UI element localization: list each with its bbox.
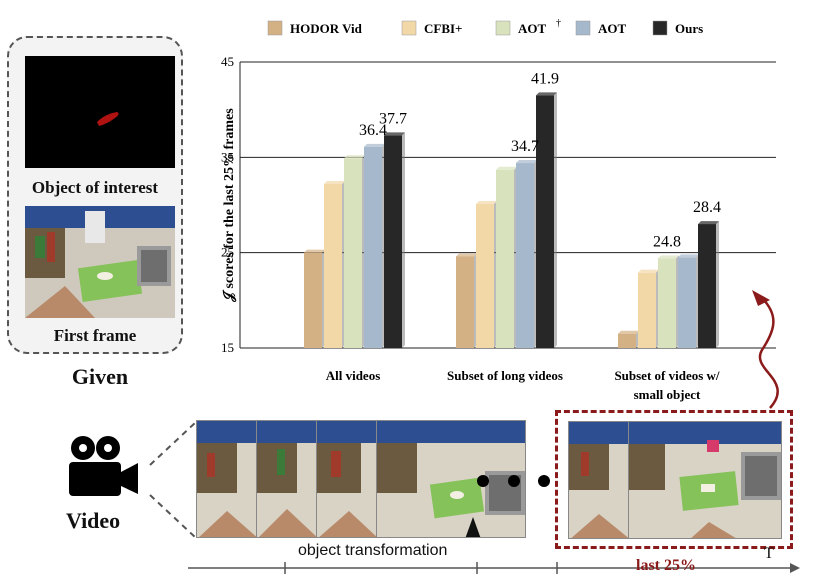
legend-swatch <box>652 20 668 36</box>
category-label: Subset of long videos <box>447 368 563 383</box>
last-frame-2 <box>628 421 782 539</box>
bar-top <box>516 160 537 164</box>
video-frame-2 <box>256 420 318 538</box>
transformation-label: object transformation <box>298 542 448 559</box>
data-label: 41.9 <box>531 70 559 87</box>
bar-top <box>638 269 659 273</box>
category-label: Subset of videos w/ <box>614 368 719 383</box>
bar-top <box>304 249 325 253</box>
y-tick-label: 35 <box>221 149 234 164</box>
bar-top <box>324 181 345 185</box>
y-tick-label: 25 <box>221 245 234 260</box>
legend-swatch <box>267 20 283 36</box>
bar <box>476 204 494 348</box>
video-camera-icon <box>69 436 138 496</box>
y-tick-label: 15 <box>221 340 234 355</box>
bar-top <box>476 201 497 205</box>
pointer-line-bottom <box>149 494 197 539</box>
bar-top <box>344 155 365 159</box>
time-axis-label: T <box>764 545 774 562</box>
bar <box>638 272 656 348</box>
bar-side <box>554 92 557 348</box>
bar <box>618 333 636 348</box>
video-frame-1 <box>196 420 258 538</box>
y-axis-label: 𝒥 scores for the last 25% frames <box>221 108 237 303</box>
bar-side <box>716 221 719 348</box>
last-frame-1 <box>568 421 630 539</box>
legend-swatch <box>401 20 417 36</box>
video-frame-4 <box>376 420 526 538</box>
legend-swatch <box>575 20 591 36</box>
arrow-head <box>752 290 770 306</box>
bar-top <box>364 143 385 147</box>
bar <box>344 158 362 348</box>
ellipsis-dot-1 <box>477 475 489 487</box>
object-mask-image <box>25 56 175 168</box>
bar <box>698 224 716 348</box>
legend-swatch <box>495 20 511 36</box>
ellipsis-dot-2 <box>508 475 520 487</box>
video-label: Video <box>66 508 121 533</box>
timeline-arrowhead <box>790 563 800 573</box>
legend-superscript: † <box>556 18 561 29</box>
last-25-label: last 25% <box>636 557 696 574</box>
legend-label: CFBI+ <box>424 21 462 36</box>
bar <box>658 258 676 348</box>
category-label: small object <box>634 387 701 402</box>
bar-top <box>536 92 557 96</box>
data-label: 28.4 <box>693 199 721 216</box>
bar-side <box>402 132 405 348</box>
bar-top <box>456 253 477 257</box>
bar-top <box>698 221 719 225</box>
bar-top <box>496 166 517 170</box>
video-frame-3 <box>316 420 378 538</box>
bar <box>496 169 514 348</box>
bar <box>384 135 402 348</box>
bar <box>324 184 342 348</box>
pointer-line-top <box>149 421 197 466</box>
first-frame-scene <box>25 206 175 318</box>
last-25-box <box>555 410 793 549</box>
bar-top <box>618 330 639 334</box>
given-panel: Object of interest First frame <box>7 36 183 354</box>
bar <box>364 146 382 348</box>
legend-label: HODOR Vid <box>290 21 363 36</box>
legend-label: Ours <box>675 21 703 36</box>
legend-label: AOT <box>598 21 627 36</box>
first-frame-image <box>25 206 175 318</box>
bar-top <box>384 132 405 136</box>
category-label: All videos <box>326 368 381 383</box>
bar-top <box>678 254 699 258</box>
bar <box>304 252 322 348</box>
bar <box>678 257 696 348</box>
curved-arrow <box>758 295 779 409</box>
data-label: 37.7 <box>379 110 407 127</box>
bar <box>456 256 474 348</box>
object-mask-shape <box>97 112 119 126</box>
given-label: Given <box>71 364 129 389</box>
legend-label: AOT <box>518 21 547 36</box>
y-tick-label: 45 <box>221 54 234 69</box>
frame-caption: First frame <box>53 326 137 345</box>
data-label: 34.7 <box>511 138 539 155</box>
data-label: 24.8 <box>653 233 681 250</box>
object-caption: Object of interest <box>31 178 159 197</box>
chart-layer: 15 25 35 45 𝒥 scores for the last 25% frames… <box>221 18 776 402</box>
bar <box>516 163 534 348</box>
data-label: 36.4 <box>359 122 387 139</box>
bar <box>536 95 554 348</box>
ellipsis-dot-3 <box>538 475 550 487</box>
bar-top <box>658 255 679 259</box>
